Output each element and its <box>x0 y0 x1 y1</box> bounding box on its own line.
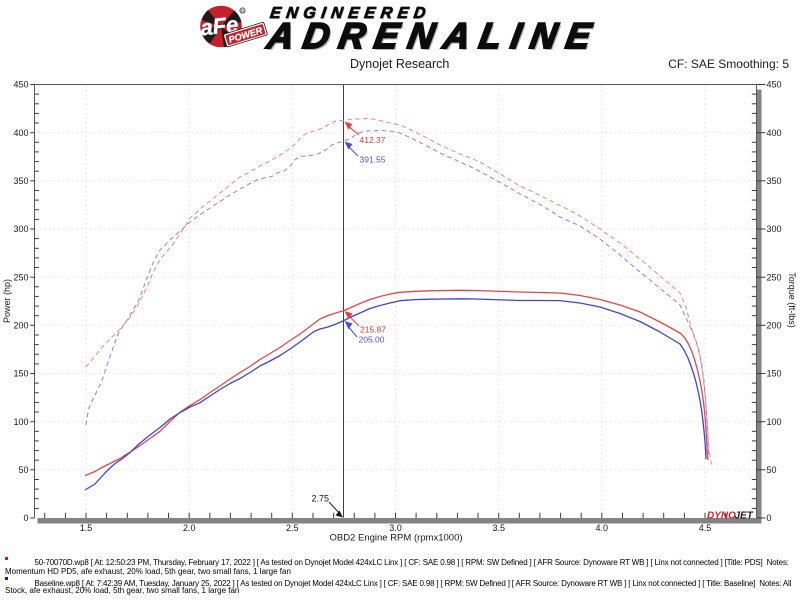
svg-text:DYNO: DYNO <box>707 511 736 522</box>
svg-text:350: 350 <box>13 176 28 186</box>
svg-text:300: 300 <box>13 224 28 234</box>
svg-text:3.0: 3.0 <box>389 523 402 533</box>
svg-text:0: 0 <box>767 513 772 523</box>
svg-text:R: R <box>241 8 245 13</box>
svg-text:350: 350 <box>767 176 782 186</box>
svg-text:2.0: 2.0 <box>183 523 196 533</box>
svg-text:250: 250 <box>767 272 782 282</box>
svg-text:50: 50 <box>767 465 777 475</box>
svg-text:150: 150 <box>767 369 782 379</box>
svg-text:3.5: 3.5 <box>492 523 505 533</box>
svg-text:391.55: 391.55 <box>360 155 386 165</box>
svg-text:400: 400 <box>767 128 782 138</box>
svg-text:2.5: 2.5 <box>286 523 299 533</box>
svg-text:4.0: 4.0 <box>596 523 609 533</box>
svg-text:200: 200 <box>767 321 782 331</box>
svg-text:215.87: 215.87 <box>360 325 386 335</box>
svg-text:Power (hp): Power (hp) <box>2 279 12 323</box>
svg-text:100: 100 <box>767 417 782 427</box>
svg-text:4.5: 4.5 <box>699 523 712 533</box>
svg-text:300: 300 <box>767 224 782 234</box>
svg-text:250: 250 <box>13 272 28 282</box>
svg-text:1.5: 1.5 <box>80 523 93 533</box>
svg-text:OBD2 Engine RPM (rpmx1000): OBD2 Engine RPM (rpmx1000) <box>329 533 462 544</box>
svg-text:2.75: 2.75 <box>312 494 330 504</box>
svg-text:205.00: 205.00 <box>359 335 385 345</box>
svg-text:450: 450 <box>767 80 782 90</box>
svg-text:JET: JET <box>735 511 754 522</box>
svg-text:0: 0 <box>23 513 28 523</box>
svg-text:412.37: 412.37 <box>360 135 386 145</box>
svg-text:200: 200 <box>13 321 28 331</box>
svg-text:150: 150 <box>13 369 28 379</box>
svg-text:100: 100 <box>13 417 28 427</box>
svg-text:50: 50 <box>18 465 28 475</box>
svg-text:450: 450 <box>13 80 28 90</box>
svg-text:400: 400 <box>13 128 28 138</box>
svg-text:Torque (ft-lbs): Torque (ft-lbs) <box>787 272 797 328</box>
